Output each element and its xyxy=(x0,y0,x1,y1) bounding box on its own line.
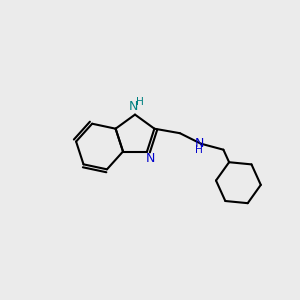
Text: H: H xyxy=(136,97,144,107)
Text: N: N xyxy=(195,137,204,150)
Text: N: N xyxy=(129,100,138,113)
Text: N: N xyxy=(145,152,155,165)
Text: H: H xyxy=(196,145,203,155)
